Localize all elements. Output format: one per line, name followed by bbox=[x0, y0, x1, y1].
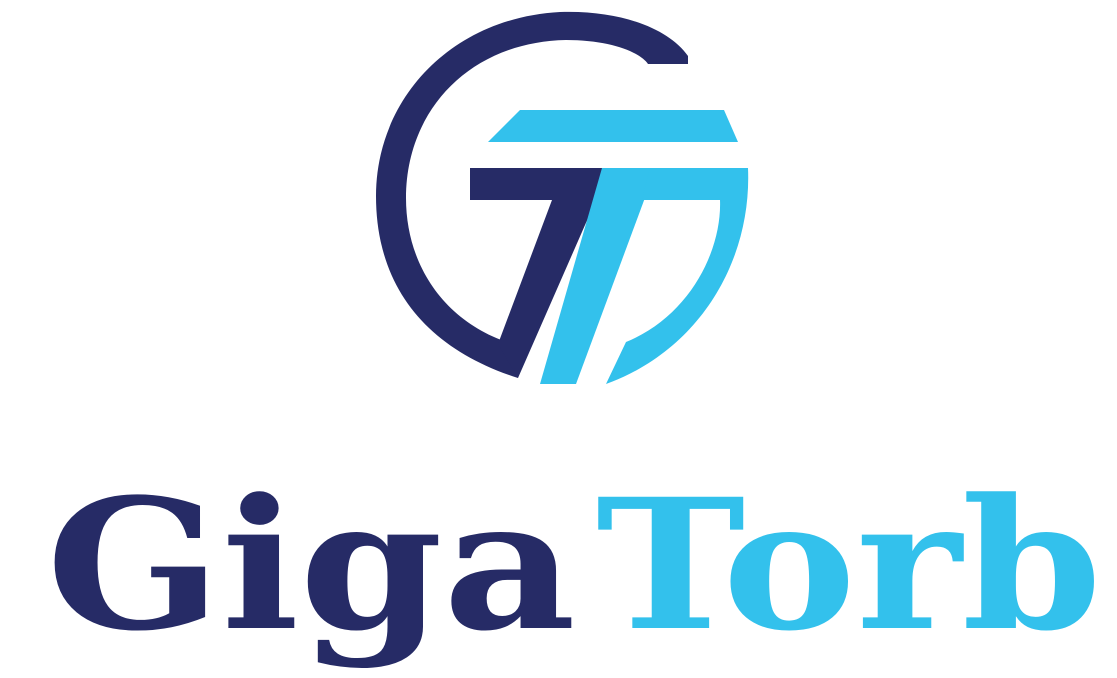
brand-name-torb: Torb bbox=[596, 460, 1102, 671]
wordmark: Giga Torb bbox=[46, 460, 1102, 671]
brand-name-giga: Giga bbox=[46, 460, 576, 671]
t-top-bar-shape bbox=[488, 110, 738, 142]
t-arc-shape bbox=[606, 168, 749, 384]
g-crossbar-shape bbox=[470, 168, 610, 378]
t-stem-shape bbox=[540, 168, 656, 384]
gt-monogram-icon bbox=[376, 11, 749, 384]
g-arc-shape bbox=[376, 11, 688, 379]
